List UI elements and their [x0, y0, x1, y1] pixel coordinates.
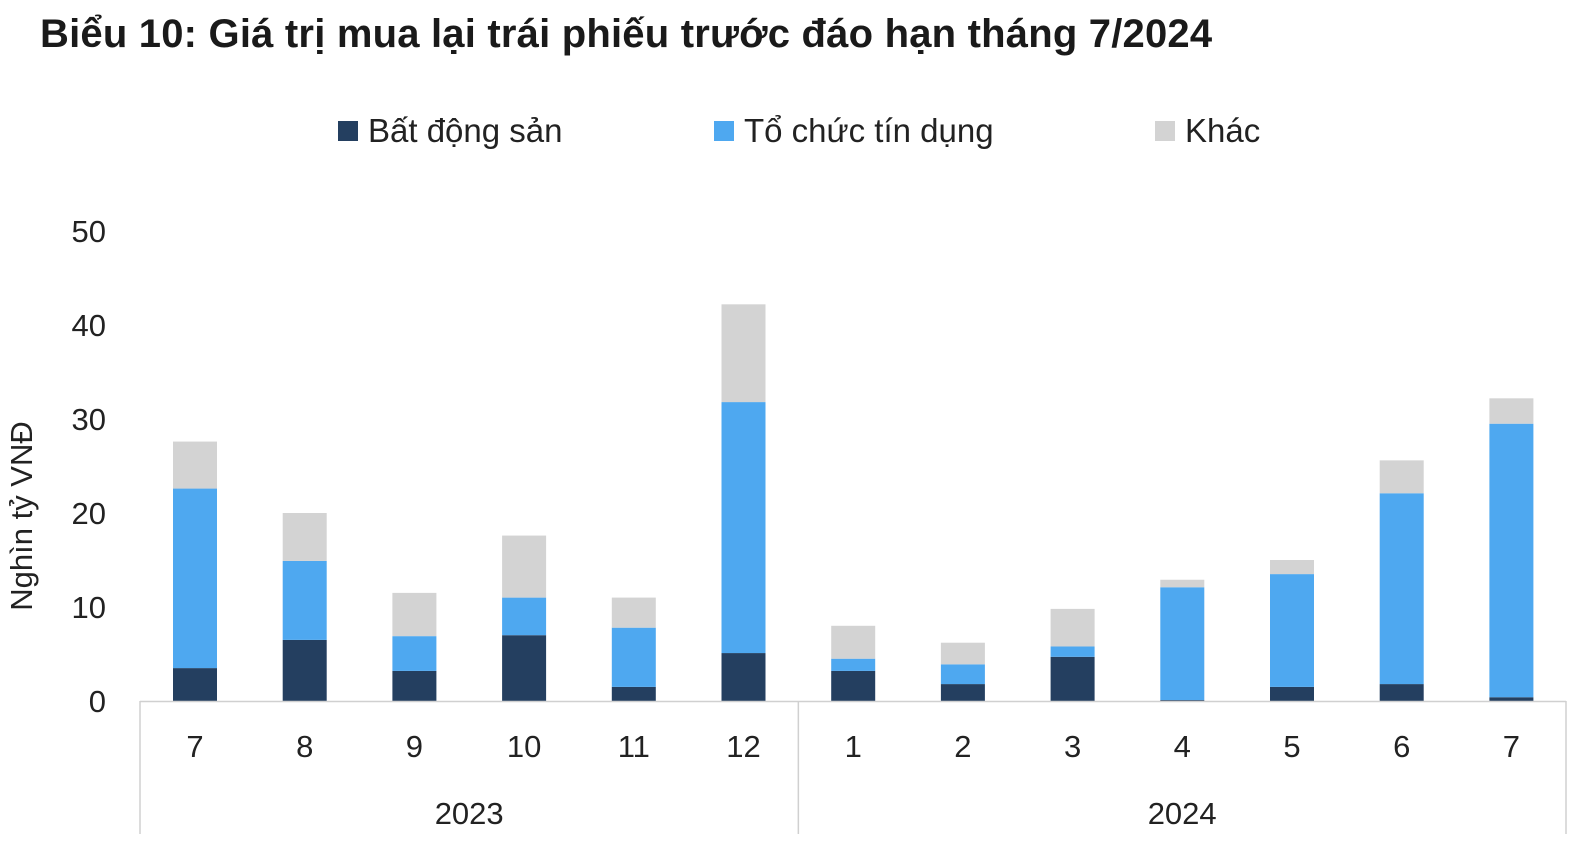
- bar-to-chuc-tin-dung-6: [721, 402, 766, 654]
- y-axis-label: Nghìn tỷ VNĐ: [4, 421, 39, 611]
- bar-khac-13: [1489, 398, 1534, 424]
- bar-khac-7: [831, 625, 876, 659]
- bar-to-chuc-tin-dung-12: [1379, 493, 1424, 685]
- y-tick-label-0: 0: [89, 684, 106, 719]
- x-group-label-2024: 2024: [1148, 796, 1217, 831]
- bar-bat-dong-san-9: [1050, 656, 1095, 701]
- bar-bat-dong-san-4: [502, 635, 547, 701]
- legend-swatch-khac: [1155, 121, 1175, 141]
- bar-to-chuc-tin-dung-5: [611, 627, 656, 687]
- x-tick-label-6: 12: [726, 729, 760, 764]
- x-tick-label-2: 8: [296, 729, 313, 764]
- bar-khac-6: [721, 304, 766, 403]
- bar-khac-9: [1050, 608, 1095, 647]
- bar-bat-dong-san-5: [611, 686, 656, 701]
- x-group-label-2023: 2023: [435, 796, 504, 831]
- y-tick-label-10: 10: [72, 590, 106, 625]
- bar-khac-2: [282, 513, 327, 561]
- x-tick-label-5: 11: [618, 729, 650, 764]
- chart-title: Biểu 10: Giá trị mua lại trái phiếu trướ…: [40, 12, 1213, 56]
- bar-to-chuc-tin-dung-7: [831, 658, 876, 671]
- bar-to-chuc-tin-dung-3: [392, 636, 437, 671]
- x-tick-label-10: 4: [1174, 729, 1191, 764]
- bar-bat-dong-san-6: [721, 653, 766, 701]
- legend-item-bat-dong-san: Bất động sản: [338, 112, 563, 150]
- bar-khac-5: [611, 597, 656, 628]
- x-tick-label-9: 3: [1064, 729, 1081, 764]
- y-tick-label-40: 40: [72, 308, 106, 343]
- x-tick-label-11: 5: [1283, 729, 1300, 764]
- legend-item-to-chuc-tin-dung: Tổ chức tín dụng: [714, 112, 994, 150]
- bar-bat-dong-san-11: [1270, 686, 1314, 701]
- legend-swatch-bat-dong-san: [338, 121, 358, 141]
- bar-to-chuc-tin-dung-1: [173, 488, 217, 669]
- bar-bat-dong-san-13: [1489, 697, 1534, 701]
- x-tick-label-1: 7: [186, 729, 203, 764]
- legend-swatch-to-chuc-tin-dung: [714, 121, 734, 141]
- bar-to-chuc-tin-dung-13: [1489, 423, 1534, 698]
- bar-khac-11: [1270, 560, 1314, 575]
- x-tick-label-3: 9: [406, 729, 423, 764]
- bar-to-chuc-tin-dung-11: [1270, 574, 1314, 687]
- x-tick-label-12: 6: [1393, 729, 1410, 764]
- y-tick-label-20: 20: [72, 496, 106, 531]
- bar-bat-dong-san-3: [392, 670, 437, 701]
- y-tick-label-50: 50: [72, 214, 106, 249]
- bar-bat-dong-san-12: [1379, 684, 1424, 701]
- x-tick-label-8: 2: [954, 729, 971, 764]
- bar-to-chuc-tin-dung-9: [1050, 646, 1095, 657]
- legend-label-bat-dong-san: Bất động sản: [368, 112, 563, 149]
- y-tick-label-30: 30: [72, 402, 106, 437]
- legend: Bất động sản Tổ chức tín dụng Khác: [0, 112, 1594, 162]
- bar-khac-8: [940, 642, 985, 665]
- bar-to-chuc-tin-dung-10: [1160, 587, 1205, 701]
- bar-khac-3: [392, 592, 437, 637]
- bar-bat-dong-san-10: [1160, 700, 1205, 701]
- bar-to-chuc-tin-dung-2: [282, 560, 327, 640]
- x-tick-label-7: 1: [845, 729, 862, 764]
- bar-khac-12: [1379, 460, 1424, 494]
- bar-khac-10: [1160, 579, 1205, 588]
- bar-to-chuc-tin-dung-8: [940, 664, 985, 685]
- x-tick-label-4: 10: [507, 729, 541, 764]
- bar-bat-dong-san-8: [940, 684, 985, 701]
- bar-bat-dong-san-7: [831, 670, 876, 701]
- legend-item-khac: Khác: [1155, 112, 1260, 150]
- legend-label-to-chuc-tin-dung: Tổ chức tín dụng: [744, 112, 994, 149]
- bar-bat-dong-san-2: [282, 639, 327, 701]
- bar-bat-dong-san-1: [173, 668, 217, 701]
- bar-to-chuc-tin-dung-4: [502, 597, 547, 636]
- bar-khac-1: [173, 441, 217, 489]
- x-tick-label-13: 7: [1503, 729, 1520, 764]
- legend-label-khac: Khác: [1185, 112, 1261, 149]
- bar-khac-4: [502, 535, 547, 598]
